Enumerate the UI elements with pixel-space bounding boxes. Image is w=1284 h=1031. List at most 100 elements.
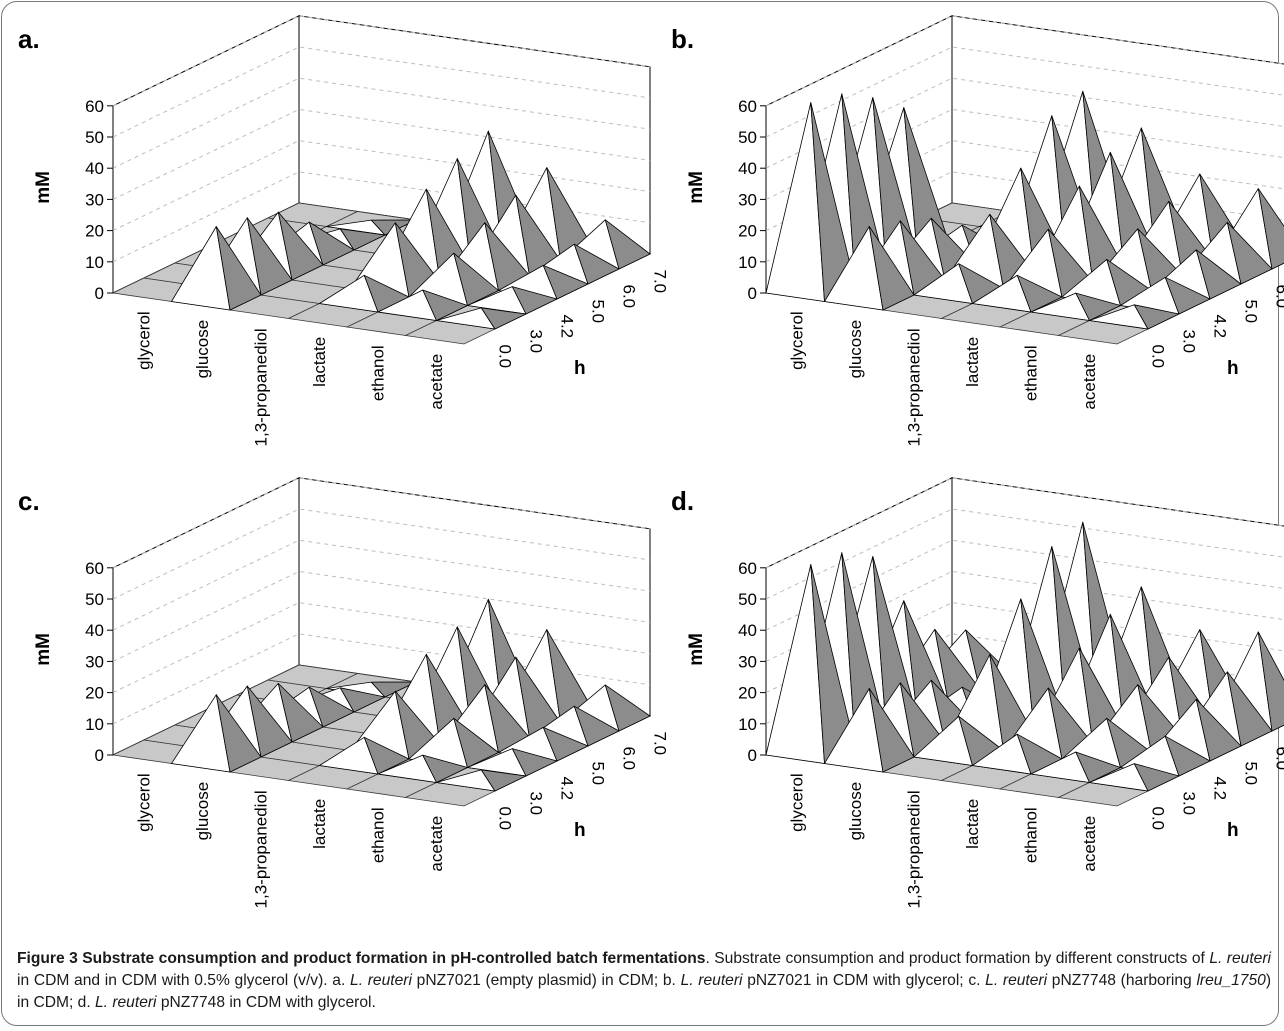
bar-pyramid-side	[339, 228, 386, 251]
y-tick-label: 10	[85, 715, 104, 734]
category-label: glucose	[193, 320, 212, 379]
y-axis-label: mM	[33, 633, 54, 666]
caption-run: pNZ7748 in CDM with glycerol.	[156, 994, 376, 1011]
y-tick-label: 20	[85, 222, 104, 241]
bar-pyramid-side	[277, 211, 324, 281]
bar-pyramid-side	[480, 769, 527, 792]
bar-pyramid-side	[1075, 751, 1121, 783]
bar-pyramid-side	[363, 736, 410, 775]
bar-pyramid-side	[1164, 735, 1211, 777]
panel-label: a.	[18, 24, 40, 54]
bar-pyramid-side	[215, 226, 262, 311]
gridline	[765, 570, 1284, 662]
gridline	[112, 508, 651, 600]
y-axis-label: mM	[686, 171, 707, 204]
time-label: 3.0	[527, 792, 546, 816]
category-label: ethanol	[368, 345, 387, 401]
y-tick-label: 30	[738, 652, 757, 671]
category-label: acetate	[427, 816, 446, 872]
time-label: 5.0	[589, 300, 608, 324]
bar-pyramid-side	[573, 243, 620, 285]
category-label: ethanol	[1021, 807, 1040, 863]
bar-pyramid-side	[370, 681, 417, 698]
bar-pyramid-side	[422, 289, 468, 321]
category-label: glucose	[846, 782, 865, 841]
bar-pyramid-side	[542, 264, 589, 300]
bar-pyramid-side	[1195, 698, 1242, 762]
gridline	[112, 15, 651, 107]
x-axis-label: h	[1227, 358, 1239, 379]
y-tick-label: 30	[738, 190, 757, 209]
panel-label: b.	[671, 24, 694, 54]
bar-pyramid-side	[511, 286, 558, 315]
panel-label: c.	[18, 486, 40, 516]
time-label: 4.2	[1211, 777, 1230, 801]
bar-pyramid-side	[573, 705, 620, 747]
x-axis-label: h	[574, 820, 586, 841]
category-label: glycerol	[134, 773, 153, 832]
category-label: ethanol	[1021, 345, 1040, 401]
gridline	[112, 77, 651, 169]
bar-pyramid-side	[1195, 249, 1242, 300]
gridline	[765, 46, 1284, 138]
x-axis-label: h	[574, 358, 586, 379]
y-tick-label: 10	[85, 253, 104, 272]
y-tick-label: 10	[738, 715, 757, 734]
bar-pyramid-side	[1016, 274, 1063, 313]
y-tick-label: 60	[738, 559, 757, 578]
x-axis-label: h	[1227, 820, 1239, 841]
category-label: lactate	[963, 337, 982, 387]
caption-run: . Substrate consumption and product form…	[705, 950, 1210, 967]
y-tick-label: 60	[85, 97, 104, 116]
time-label: 5.0	[1242, 762, 1261, 786]
bar-pyramid-side	[453, 252, 499, 306]
bar-pyramid-side	[1257, 631, 1284, 732]
bar-pyramid-side	[1226, 671, 1273, 747]
time-label: 0.0	[496, 807, 515, 831]
time-label: 6.0	[1273, 747, 1284, 771]
caption-run: L. reuteri	[1209, 950, 1271, 967]
y-axis-label: mM	[33, 171, 54, 204]
gridline	[765, 140, 1284, 232]
gridline	[112, 570, 651, 662]
gridline	[765, 602, 1284, 694]
bar-pyramid-side	[277, 682, 324, 743]
y-tick-label: 30	[85, 190, 104, 209]
time-label: 3.0	[527, 330, 546, 354]
gridline	[765, 477, 1284, 569]
y-tick-label: 10	[738, 253, 757, 272]
gridline	[765, 539, 1284, 631]
gridline	[112, 46, 651, 138]
category-label: 1,3-propanediol	[251, 328, 270, 446]
caption-text: . Substrate consumption and product form…	[17, 950, 1271, 1011]
bar-pyramid-side	[1164, 276, 1211, 315]
bar-pyramid-side	[604, 684, 651, 732]
bar-pyramid-side	[422, 754, 468, 783]
y-tick-label: 40	[738, 159, 757, 178]
gridline	[765, 508, 1284, 600]
y-tick-label: 60	[85, 559, 104, 578]
category-label: glycerol	[787, 311, 806, 370]
caption-run: L. reuteri	[350, 972, 412, 989]
time-label: 4.2	[1211, 315, 1230, 339]
caption-run: pNZ7748 (harboring	[1047, 972, 1197, 989]
time-label: 3.0	[1180, 330, 1199, 354]
caption-run: lreu_1750	[1196, 972, 1266, 989]
panel-d: d. 0 10 20 30 40 50 60 mM glycerol glucose 1,3-prop…	[671, 477, 1284, 908]
time-label: 5.0	[589, 762, 608, 786]
bottom-panels: c. 0 10 20 30 40 50 60 mM glycerol glucose 1,3-prop…	[18, 477, 1284, 908]
panel-a: a. 0 10 20 30 40 50 60 mM glycerol glucose 1,3-prop…	[18, 15, 670, 446]
caption-title: Figure 3 Substrate consumption and produ…	[17, 950, 706, 967]
time-label: 6.0	[620, 747, 639, 771]
bar-pyramid-side	[1133, 304, 1180, 330]
category-label: lactate	[310, 337, 329, 387]
bar-pyramid-side	[339, 687, 386, 713]
gridline	[112, 140, 651, 232]
top-panels: a. 0 10 20 30 40 50 60 mM glycerol glucose 1,3-prop…	[18, 15, 1284, 446]
y-tick-label: 40	[85, 159, 104, 178]
y-tick-label: 50	[738, 128, 757, 147]
panel-b: b. 0 10 20 30 40 50 60 mM glycerol glucose 1,3-prop…	[671, 15, 1284, 446]
y-axis-label: mM	[686, 633, 707, 666]
panel-label: d.	[671, 486, 694, 516]
